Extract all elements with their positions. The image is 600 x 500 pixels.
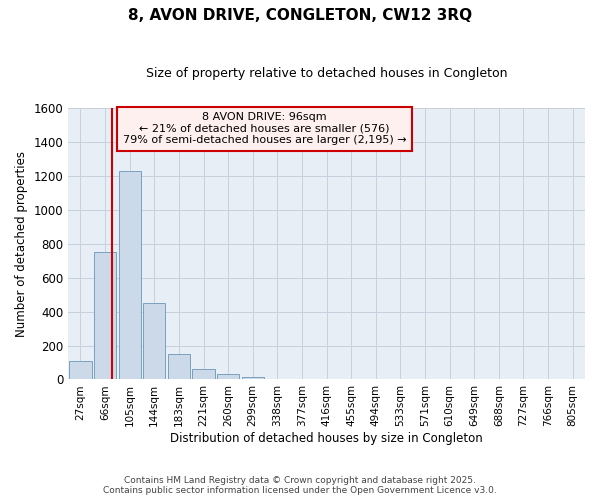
Y-axis label: Number of detached properties: Number of detached properties	[15, 151, 28, 337]
Text: Contains HM Land Registry data © Crown copyright and database right 2025.
Contai: Contains HM Land Registry data © Crown c…	[103, 476, 497, 495]
Text: 8 AVON DRIVE: 96sqm
← 21% of detached houses are smaller (576)
79% of semi-detac: 8 AVON DRIVE: 96sqm ← 21% of detached ho…	[123, 112, 406, 146]
Text: 8, AVON DRIVE, CONGLETON, CW12 3RQ: 8, AVON DRIVE, CONGLETON, CW12 3RQ	[128, 8, 472, 22]
Title: Size of property relative to detached houses in Congleton: Size of property relative to detached ho…	[146, 68, 508, 80]
Bar	[70, 361, 92, 380]
Bar	[119, 171, 141, 380]
Bar	[193, 370, 215, 380]
X-axis label: Distribution of detached houses by size in Congleton: Distribution of detached houses by size …	[170, 432, 483, 445]
Bar	[217, 374, 239, 380]
Bar	[94, 252, 116, 380]
Bar	[143, 303, 166, 380]
Bar	[168, 354, 190, 380]
Bar	[242, 377, 264, 380]
